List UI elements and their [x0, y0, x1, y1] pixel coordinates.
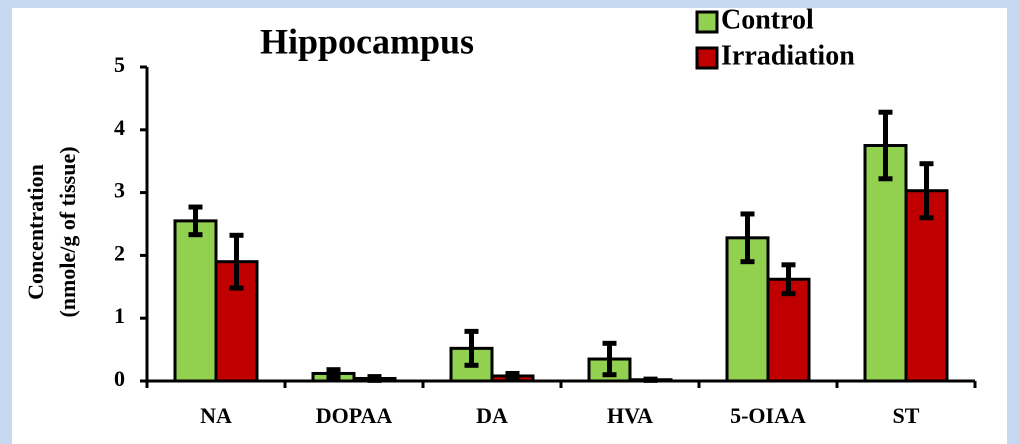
bar [173, 219, 218, 383]
x-tick-label: NA [200, 403, 232, 428]
legend-swatch [695, 10, 719, 34]
y-axis-label: Concentration [23, 164, 48, 300]
error-bar [229, 232, 244, 291]
legend-label: Control [721, 4, 814, 35]
legend-label: Irradiation [721, 40, 855, 71]
y-tick-label: 1 [114, 303, 125, 328]
y-axis-label: (nmole/g of tissue) [55, 146, 80, 317]
y-tick-label: 3 [114, 178, 125, 203]
error-bar [919, 161, 934, 221]
x-tick-label: HVA [607, 403, 653, 428]
y-tick-label: 5 [114, 52, 125, 77]
x-tick-label: 5-OIAA [730, 403, 806, 428]
x-tick-label: DA [476, 403, 508, 428]
error-bar [878, 109, 893, 182]
y-tick-label: 0 [114, 366, 125, 391]
chart-title: Hippocampus [260, 21, 474, 61]
legend-swatch [695, 46, 719, 70]
error-bar [781, 262, 796, 297]
error-bar [505, 370, 520, 381]
error-bar [188, 204, 203, 238]
error-bar [602, 340, 617, 378]
x-tick-label: DOPAA [316, 403, 393, 428]
y-tick-label: 4 [114, 115, 125, 140]
error-bar [464, 328, 479, 368]
bar [904, 189, 949, 383]
x-tick-label: ST [893, 403, 920, 428]
y-tick-label: 2 [114, 240, 125, 265]
error-bar [740, 211, 755, 265]
error-bar [326, 367, 341, 380]
